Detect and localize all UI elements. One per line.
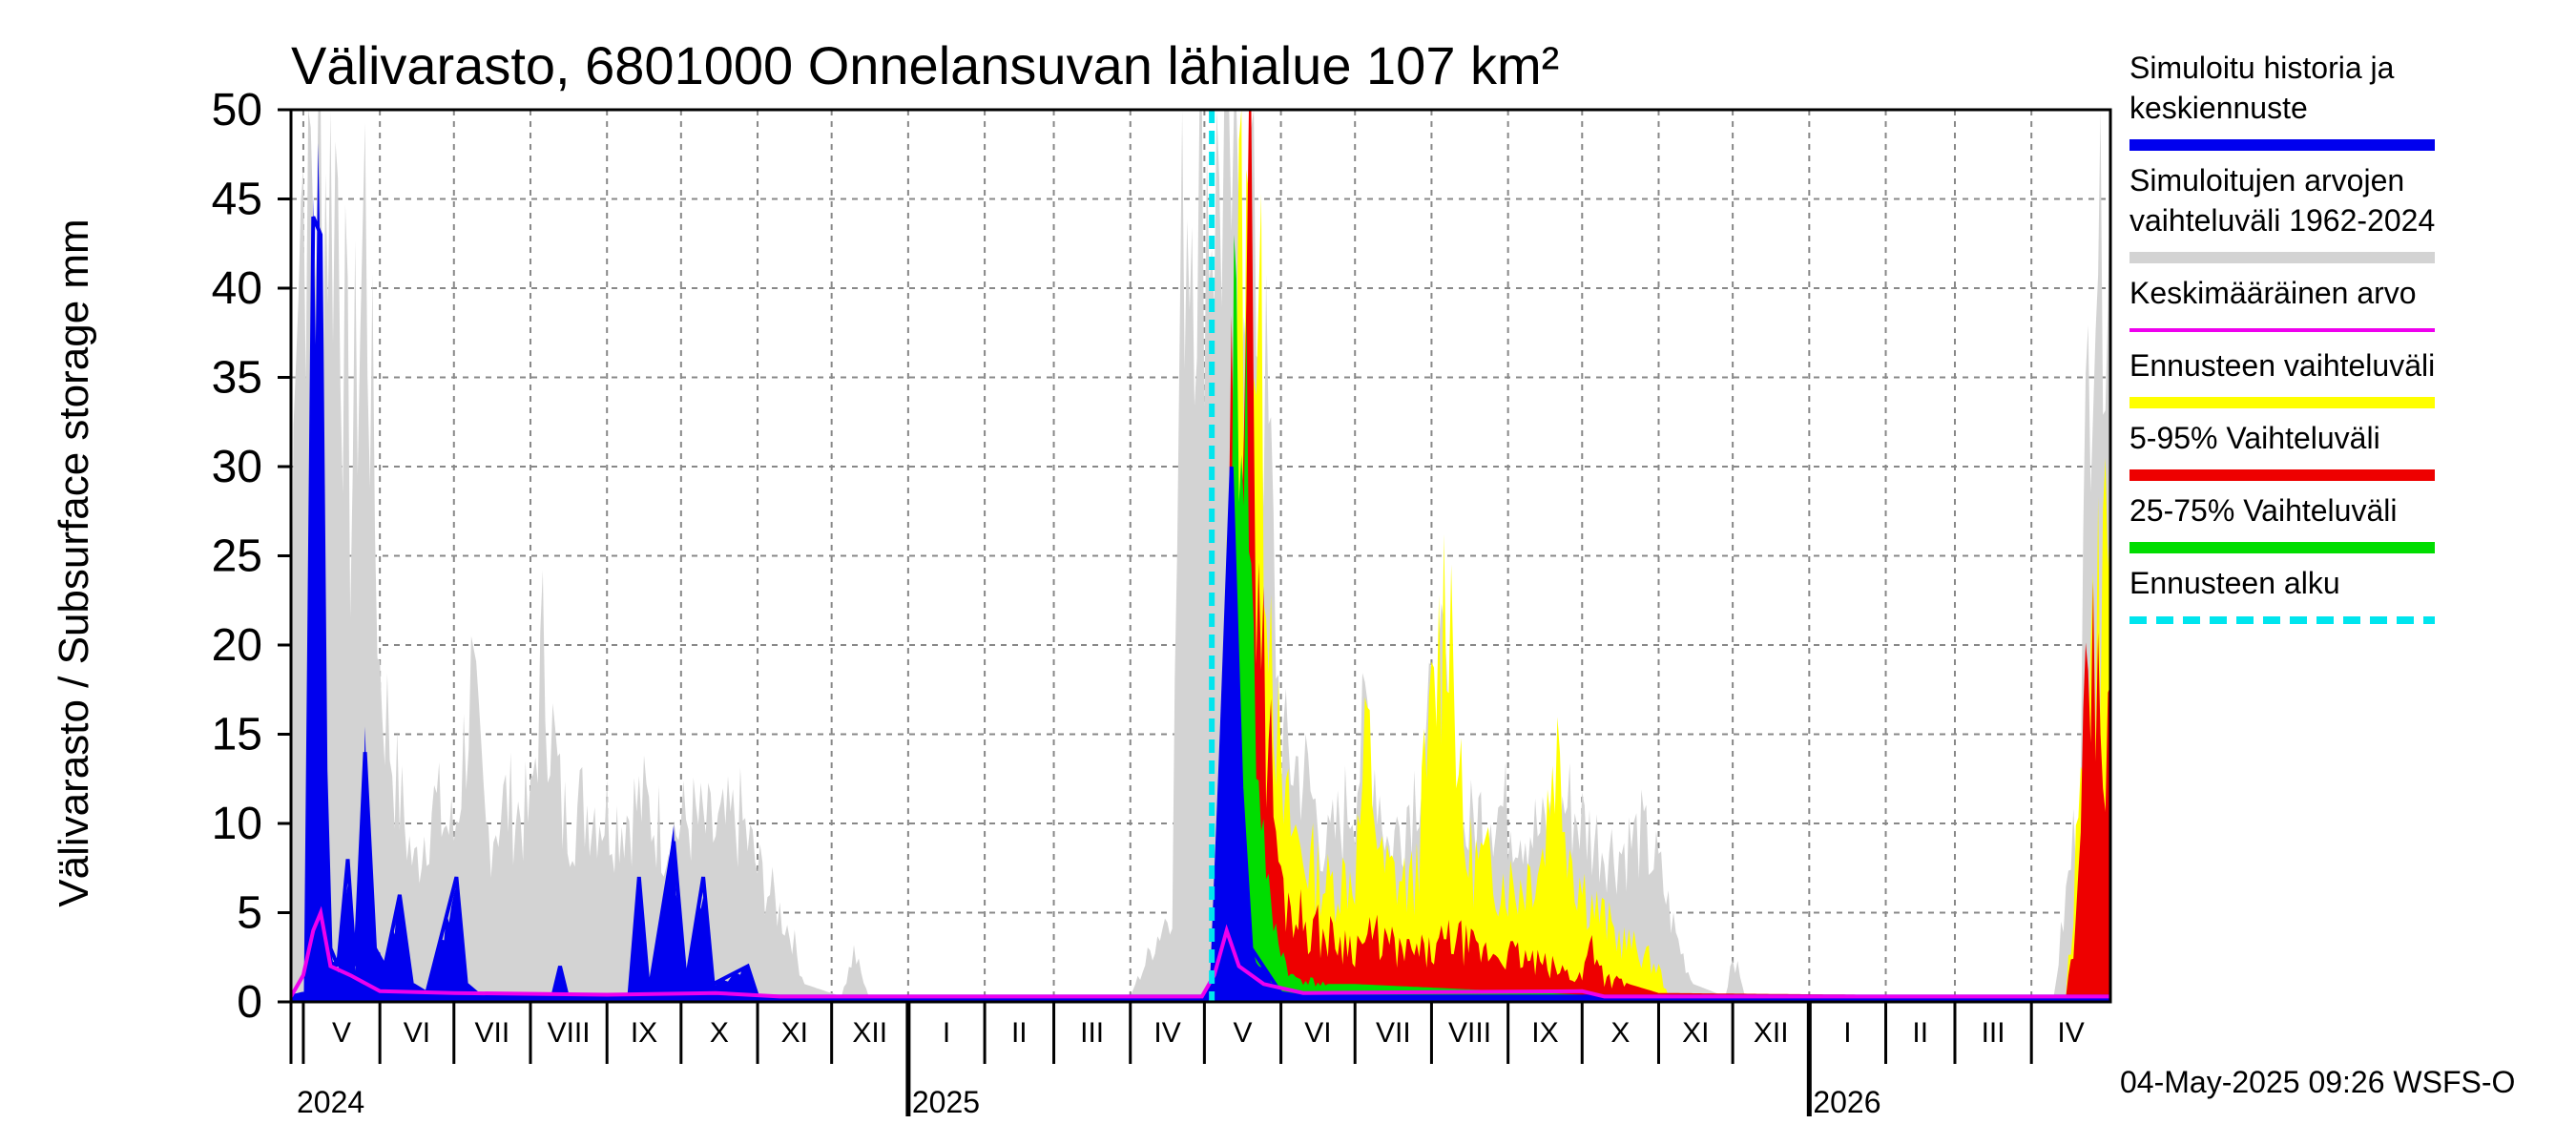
mean-line (291, 906, 2110, 999)
legend-item: Simuloitujen arvojen vaihteluväli 1962-20… (2129, 163, 2435, 263)
month-label: V (332, 1017, 351, 1049)
timestamp-footer: 04-May-2025 09:26 WSFS-O (2120, 1065, 2515, 1099)
month-label: VI (1304, 1017, 1331, 1049)
month-label: VII (1376, 1017, 1411, 1049)
y-tick-label: 5 (237, 888, 262, 939)
y-tick-label: 45 (212, 175, 262, 225)
p5-95-range-area (1212, 110, 2110, 1002)
y-axis-label: Välivarasto / Subsurface storage mm (51, 219, 97, 906)
x-axis: V VI VII VIII IX X XI XII I II III IV V VI VII VIII IX X X… (289, 1000, 2110, 1119)
month-label: XI (781, 1017, 808, 1049)
month-label: VIII (548, 1017, 591, 1049)
month-label: III (1080, 1017, 1104, 1049)
legend-label: Keskimääräinen arvo (2129, 276, 2417, 310)
y-tick-label: 25 (212, 531, 262, 582)
month-label: VII (475, 1017, 510, 1049)
y-tick-label: 30 (212, 442, 262, 492)
forecast-range-area (1212, 110, 2110, 1002)
legend-label: 25-75% Vaihteluväli (2129, 493, 2397, 528)
month-label: II (1011, 1017, 1028, 1049)
simulated-line (291, 216, 2110, 999)
y-tick-label: 50 (212, 85, 262, 135)
legend-label: Ennusteen vaihteluväli (2129, 348, 2435, 383)
historical-range-area (291, 110, 2110, 1002)
legend-label: vaihteluväli 1962-2024 (2129, 203, 2435, 238)
y-tick-label: 20 (212, 620, 262, 671)
legend-item: 5-95% Vaihteluväli (2129, 421, 2435, 481)
legend-item: 25-75% Vaihteluväli (2129, 493, 2435, 553)
legend: Simuloitu historia jakeskiennusteSimuloi… (2129, 51, 2435, 624)
y-tick-label: 0 (237, 977, 262, 1028)
month-label: X (1610, 1017, 1630, 1049)
month-label: XII (1754, 1017, 1789, 1049)
month-label: II (1912, 1017, 1928, 1049)
y-tick-labels: 0 5 10 15 20 25 30 35 40 45 50 (212, 85, 291, 1028)
month-label: VI (404, 1017, 430, 1049)
y-tick-label: 15 (212, 710, 262, 760)
month-label: XI (1682, 1017, 1709, 1049)
legend-label: 5-95% Vaihteluväli (2129, 421, 2380, 455)
legend-item: Ennusteen alku (2129, 566, 2435, 624)
legend-item: Ennusteen vaihteluväli (2129, 348, 2435, 408)
plot-series (291, 110, 2110, 1002)
month-label: IX (631, 1017, 657, 1049)
month-label: X (710, 1017, 729, 1049)
year-label: 2026 (1813, 1085, 1880, 1119)
y-tick-label: 10 (212, 799, 262, 849)
month-label: III (1982, 1017, 2005, 1049)
legend-label: Ennusteen alku (2129, 566, 2340, 600)
month-label: VIII (1448, 1017, 1491, 1049)
legend-item: Simuloitu historia ja keskiennuste (2129, 51, 2435, 151)
month-label: I (1843, 1017, 1851, 1049)
legend-item: Keskimääräinen arvo (2129, 276, 2435, 332)
month-label: IV (2057, 1017, 2084, 1049)
month-label: IX (1531, 1017, 1558, 1049)
month-label: I (943, 1017, 950, 1049)
chart-title: Välivarasto, 6801000 Onnelansuvan lähial… (291, 35, 1559, 95)
month-label: XII (852, 1017, 887, 1049)
month-label: V (1233, 1017, 1252, 1049)
p25-75-range-area (1212, 234, 1659, 1002)
y-tick-label: 35 (212, 353, 262, 404)
legend-label: Simuloitu historia ja (2129, 51, 2395, 85)
legend-label: Simuloitujen arvojen (2129, 163, 2404, 198)
legend-label: keskiennuste (2129, 91, 2308, 125)
year-label: 2025 (912, 1085, 980, 1119)
y-tick-label: 40 (212, 263, 262, 314)
year-label: 2024 (297, 1085, 364, 1119)
month-label: IV (1153, 1017, 1180, 1049)
